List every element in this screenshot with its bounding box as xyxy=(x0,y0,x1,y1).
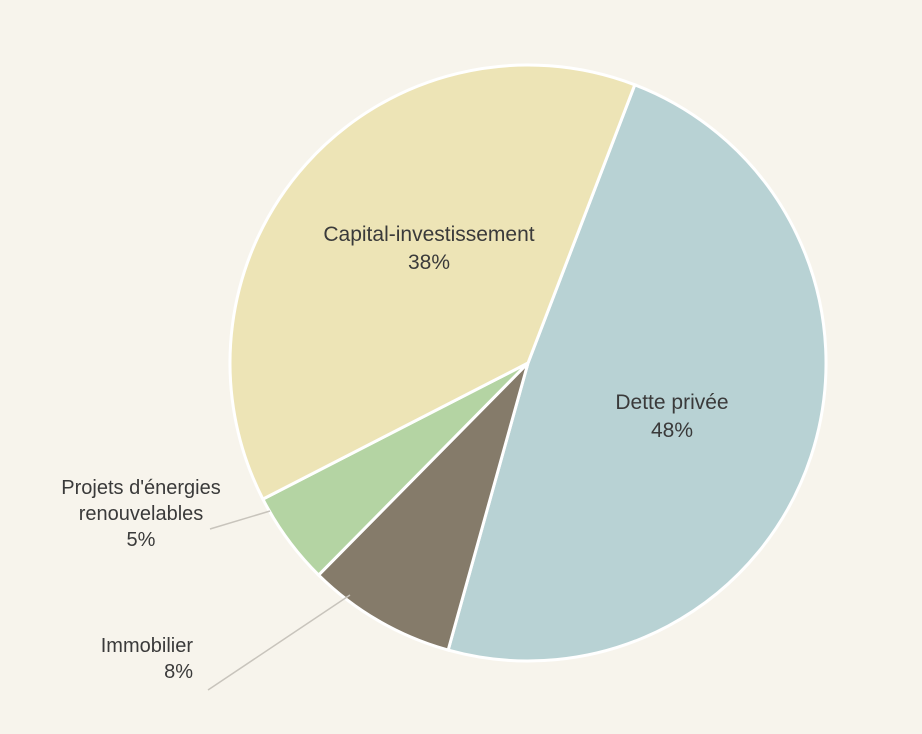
slice-label-capital-investissement: Capital-investissement 38% xyxy=(323,223,534,274)
slice-category-label: Capital-investissement xyxy=(323,223,534,246)
slice-label-projets-d-energies-renouvelables: Projets d'énergies renouvelables 5% xyxy=(61,477,220,551)
slice-category-label: Projets d'énergies xyxy=(61,477,220,499)
slice-percent-label: 8% xyxy=(164,661,193,683)
slice-category-label: Immobilier xyxy=(101,635,194,657)
slice-category-label: Dette privée xyxy=(615,391,728,414)
leader-line-projets-d-energies-renouvelables xyxy=(209,510,271,530)
pie-slice-capital-investissement xyxy=(228,63,637,502)
slice-percent-label: 48% xyxy=(651,419,693,442)
slice-percent-label: 38% xyxy=(408,251,450,274)
pie-slices xyxy=(228,63,828,663)
pie-slice-dette-privee xyxy=(446,82,828,663)
slice-label-dette-privee: Dette privée 48% xyxy=(615,391,728,442)
leader-line-immobilier xyxy=(207,594,351,691)
slice-percent-label: 5% xyxy=(127,529,156,551)
slice-labels: Dette privée 48% Immobilier 8% Projets d'éne… xyxy=(61,223,728,683)
leader-lines xyxy=(207,510,351,691)
slice-label-immobilier: Immobilier 8% xyxy=(101,635,194,683)
slice-category-label: renouvelables xyxy=(79,503,204,525)
pie-slice-immobilier xyxy=(316,357,531,652)
